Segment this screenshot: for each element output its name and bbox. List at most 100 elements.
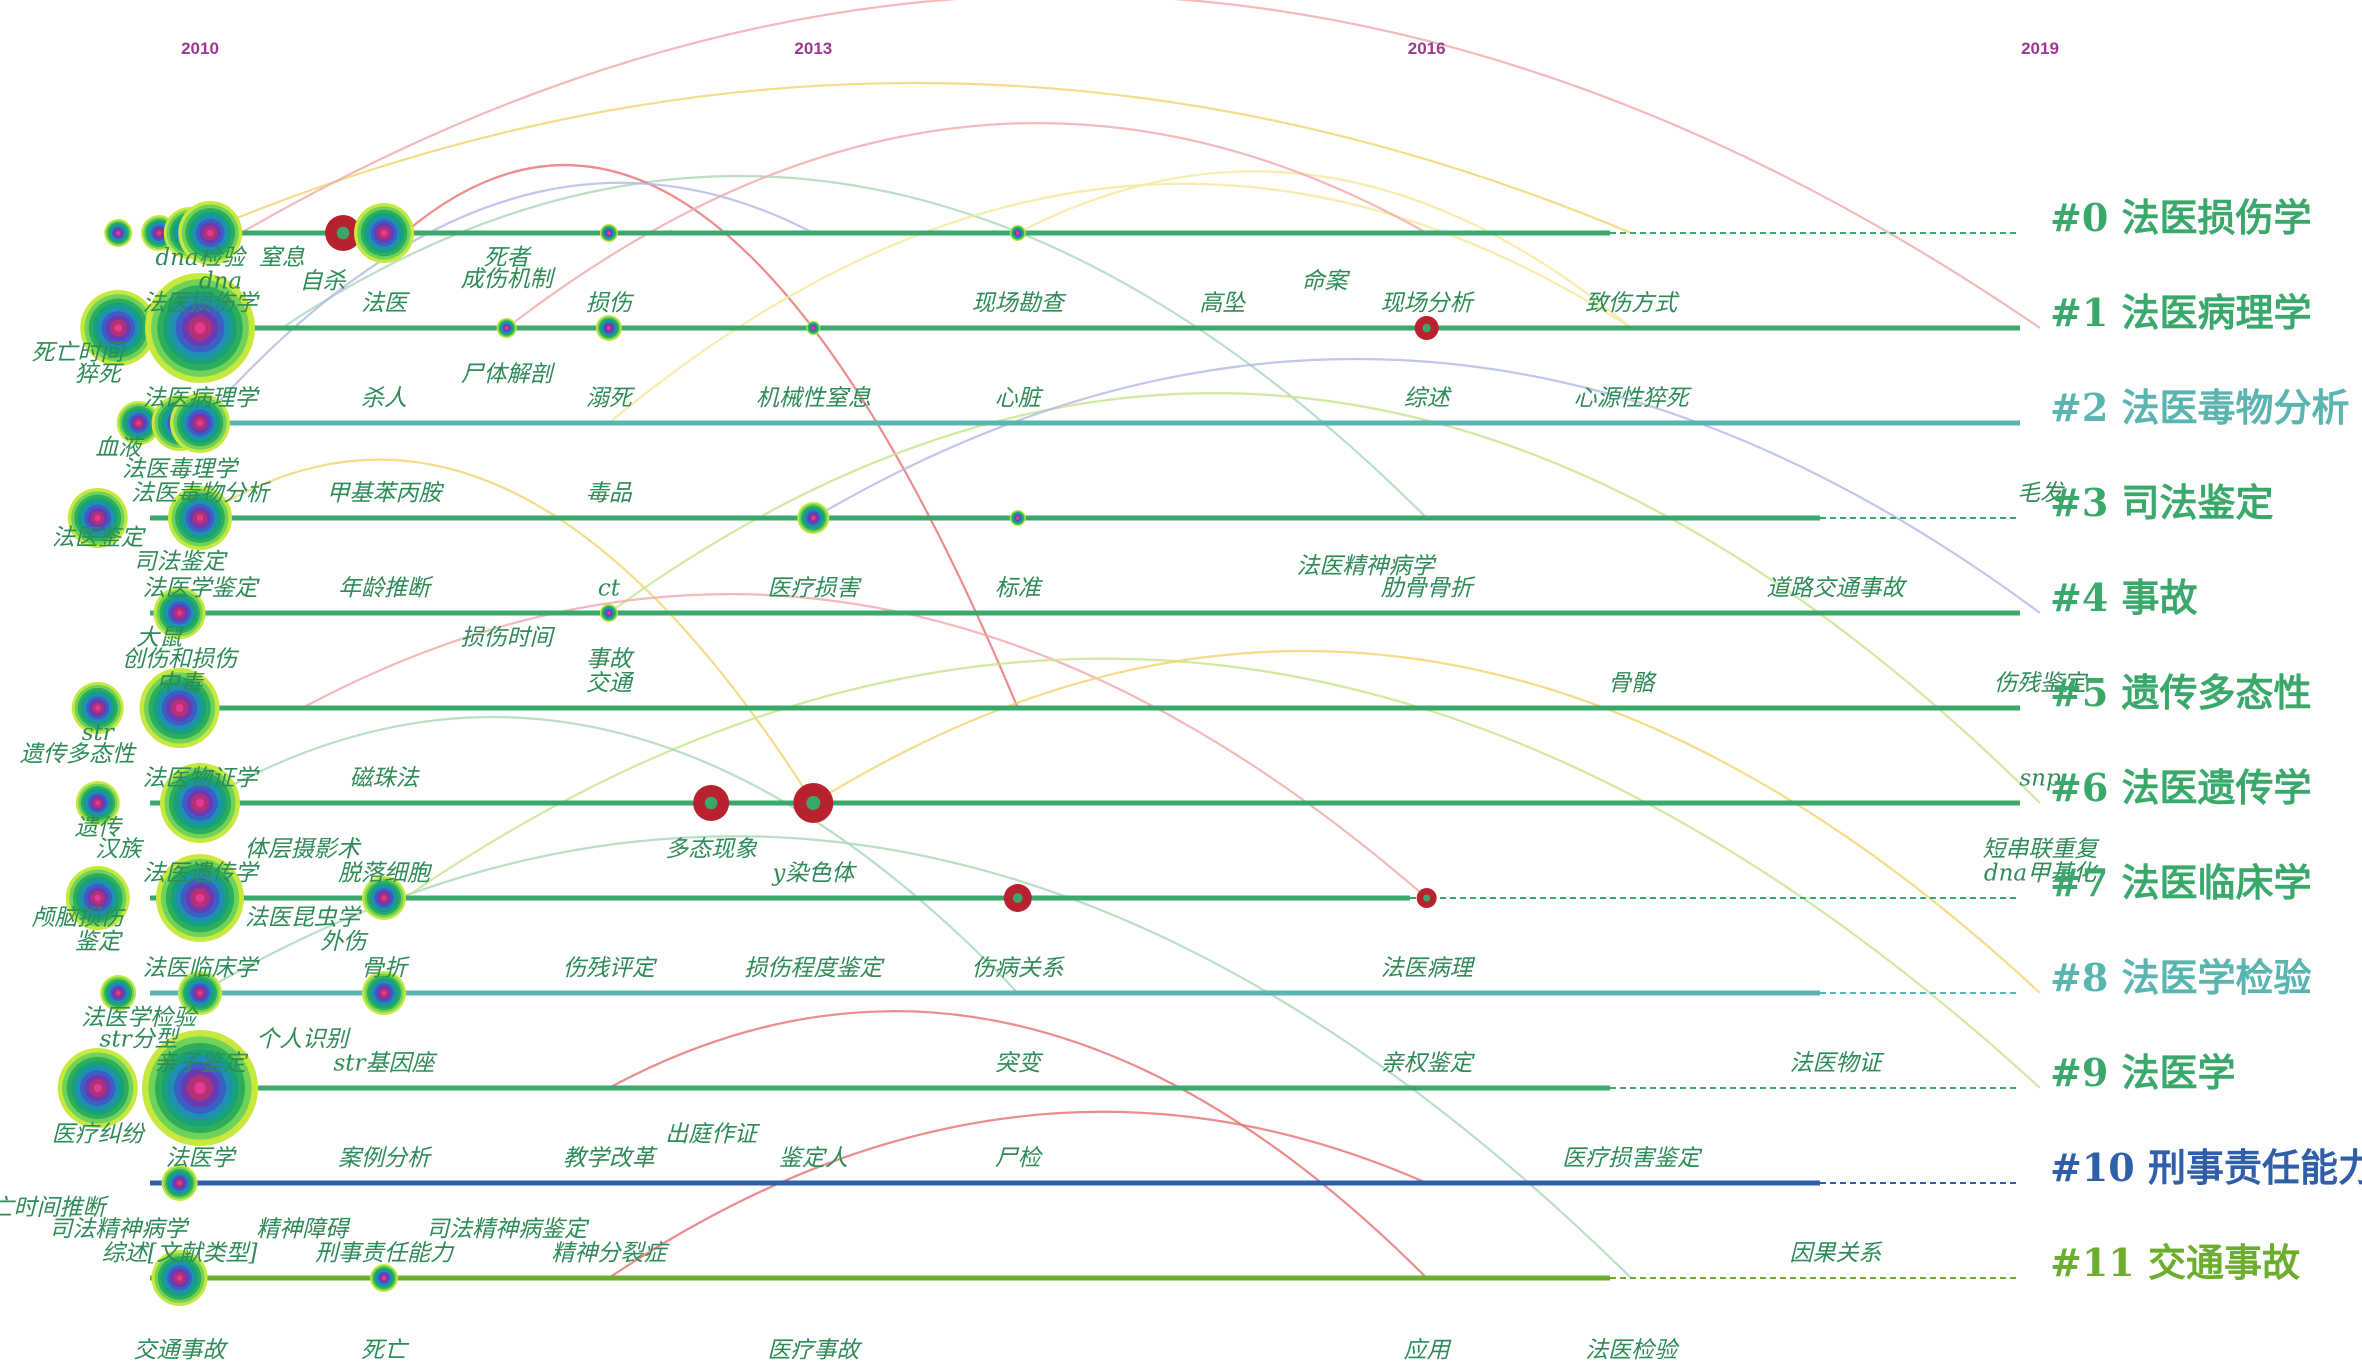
keyword-node-core [1012,893,1023,903]
keyword-label: 法医鉴定 [52,525,147,551]
year-axis: 2010 2013 2016 2019 [181,39,2059,58]
cluster-label: #5 遗传多态性 [2050,670,2312,715]
keyword-label: 现场分析 [1381,290,1476,316]
keyword-label: ct [598,575,621,601]
keyword-label: 中毒 [157,670,206,696]
cluster-label: #1 法医病理学 [2050,290,2312,335]
keyword-label: 损伤程度鉴定 [744,955,885,981]
keyword-label: 创伤和损伤 [122,647,240,673]
keyword-label: 鉴定 [75,929,124,955]
keyword-label: 猝死 [75,362,125,388]
keyword-label: 应用 [1404,1337,1452,1363]
cluster-label: #3 司法鉴定 [2050,480,2274,525]
keyword-label: 遗传多态性 [20,742,137,768]
cluster-label: #10 刑事责任能力 [2050,1145,2362,1190]
keyword-label: 年龄推断 [338,575,434,601]
keyword-label: 医疗损害鉴定 [1562,1145,1703,1171]
keyword-label: 综述 [1404,385,1453,411]
keyword-label: 交通 [586,670,635,696]
keyword-label: 外伤 [320,929,369,955]
year-tick: 2010 [181,39,219,58]
keyword-node-core [176,1275,183,1281]
keyword-label: snp [2019,765,2061,791]
keyword-label: 命案 [1301,269,1350,295]
keyword-label: 颅脑损伤 [31,905,126,931]
keyword-label: str分型 [100,1027,181,1053]
keyword-label: 多态现象 [665,837,758,863]
keyword-label: 短串联重复 [1983,837,2101,863]
keyword-node-core [381,990,387,996]
keyword-node-core [197,420,203,426]
keyword-label: 心源性猝死 [1574,385,1693,411]
year-tick: 2013 [794,39,832,58]
keyword-label: 大鼠 [136,625,184,651]
citation-arc [301,592,1428,899]
citation-arc [199,81,1632,235]
keyword-label: 尸体解剖 [461,362,556,388]
keyword-label: 骨折 [361,955,410,981]
keyword-node-core [157,231,162,235]
keyword-label: 司法精神病鉴定 [426,1217,590,1243]
keyword-label: 法医遗传学 [143,860,261,886]
keyword-label: 因果关系 [1790,1240,1884,1266]
keyword-label: 溺死 [586,385,636,411]
keyword-node-core [207,229,214,237]
keyword-label: 脱落细胞 [338,860,433,886]
keyword-label: str [82,720,116,746]
keyword-label: 骨骼 [1608,670,1657,696]
keyword-label: dna [199,269,242,295]
keyword-label: 综述[文献类型] [102,1240,258,1266]
keyword-node-core [811,326,816,330]
keyword-nodes [57,201,1439,1306]
keyword-label: 司法鉴定 [134,549,229,575]
citation-arc [199,716,1019,994]
keyword-label: dna甲基化 [1984,860,2099,886]
keyword-node-core [116,231,121,235]
keyword-label: 法医病理学 [143,385,261,411]
keyword-node-core [196,514,204,522]
keyword-label: 机械性窒息 [756,385,871,411]
citation-arc [199,458,815,804]
cluster-label: #11 交通事故 [2050,1240,2300,1285]
keyword-node-core [381,230,387,236]
citation-arc [812,649,2041,994]
keyword-label: 医疗损害 [767,575,862,601]
keyword-node-core [136,420,141,426]
keyword-node-core [194,1082,206,1094]
keyword-node-core [194,322,206,334]
keyword-label: y染色体 [771,860,857,886]
citation-arc [608,1010,1428,1279]
citation-arcs [199,0,2041,1279]
keyword-label: 法医病理 [1381,955,1476,981]
keyword-label: 肋骨骨折 [1381,575,1476,601]
keyword-node-core [382,1276,386,1280]
keyword-label: 损伤 [586,290,635,316]
keyword-node-core [114,324,123,332]
keyword-node-core [175,704,184,712]
citation-arc [403,164,1019,709]
keyword-label: 自杀 [300,269,347,295]
keyword-node-core [1423,894,1431,902]
citation-arc [281,174,1428,519]
keyword-node-core [177,1181,182,1185]
keyword-node-core [94,894,101,902]
keyword-node-core [381,895,387,901]
cluster-label: #9 法医学 [2050,1050,2236,1095]
cluster-label: #2 法医毒物分析 [2050,385,2350,430]
keyword-node-core [811,516,816,520]
keyword-label: 个人识别 [256,1027,351,1053]
keyword-label: 司法精神病学 [49,1217,190,1243]
citation-arc [199,181,814,424]
keyword-label: 高坠 [1199,290,1246,316]
keyword-node-core [94,515,101,521]
keyword-label: 道路交通事故 [1767,575,1908,601]
keyword-node-core [196,799,204,807]
citation-arc [608,1110,1428,1279]
cluster-label: #7 法医临床学 [2050,860,2312,905]
keyword-node-core [176,610,183,616]
cluster-lanes [150,230,2020,1281]
keyword-label: 伤病关系 [972,955,1066,981]
keyword-label: 法医损伤学 [143,290,261,316]
keyword-label: 毛发 [2017,480,2065,506]
